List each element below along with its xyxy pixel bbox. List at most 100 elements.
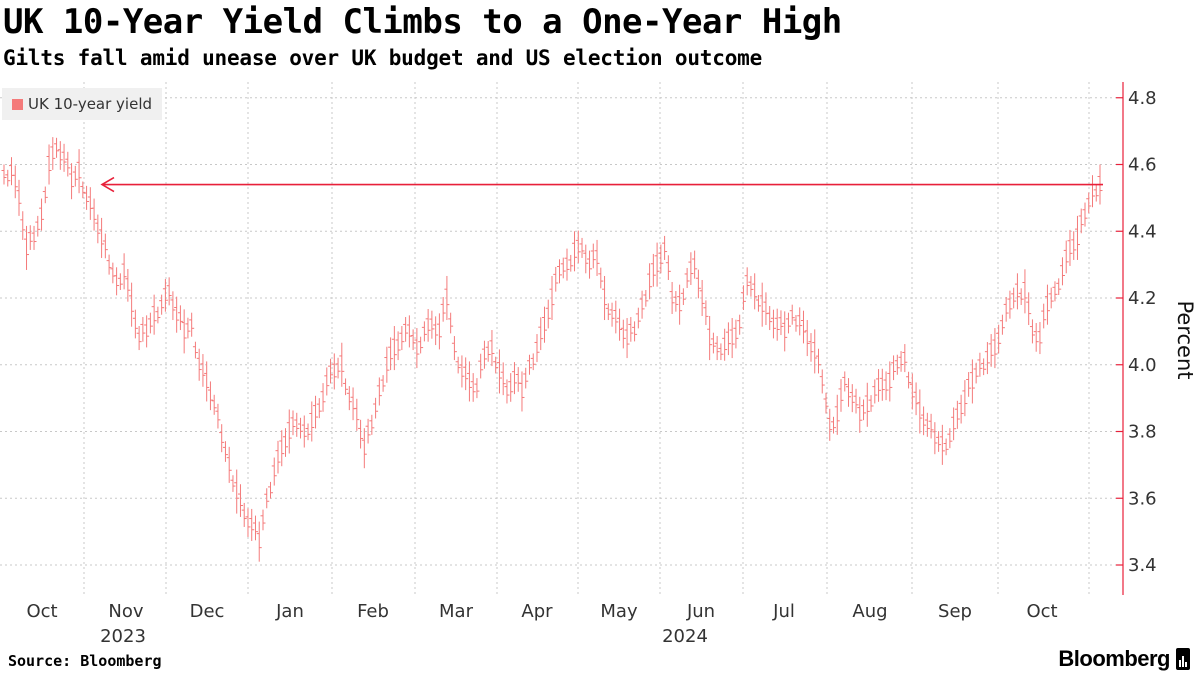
data-bar: [887, 361, 893, 402]
data-bar: [876, 369, 882, 402]
data-bar: [511, 362, 517, 395]
data-bar: [91, 198, 97, 231]
data-bar: [590, 243, 596, 269]
data-bar: [924, 412, 930, 437]
data-bar: [669, 281, 675, 315]
data-bar: [324, 367, 330, 396]
data-bar: [1044, 284, 1050, 325]
data-bar: [624, 318, 630, 359]
data-bar: [241, 502, 247, 527]
data-bar: [665, 255, 671, 280]
data-bar: [609, 302, 615, 327]
data-bar: [812, 329, 818, 374]
data-bar: [354, 398, 360, 431]
chart-title: UK 10-Year Yield Climbs to a One-Year Hi…: [3, 2, 842, 42]
data-bar: [639, 290, 645, 319]
data-bar: [463, 357, 469, 391]
legend-swatch: [12, 98, 23, 110]
data-bar: [827, 408, 833, 441]
data-bar: [545, 299, 551, 329]
data-bar: [1067, 229, 1073, 266]
data-bar: [256, 521, 262, 562]
data-bar: [662, 235, 668, 260]
data-bar: [755, 294, 761, 312]
x-tick-label: Dec: [190, 601, 225, 622]
data-bar: [489, 330, 495, 367]
data-bar: [436, 313, 442, 350]
data-bar: [414, 328, 420, 369]
data-bar: [31, 225, 37, 250]
data-bar: [264, 488, 270, 509]
data-bar: [647, 263, 653, 300]
data-bar: [159, 294, 165, 315]
data-bar: [793, 315, 799, 332]
data-bar: [237, 484, 243, 517]
data-bar: [992, 328, 998, 369]
data-bar: [144, 315, 150, 348]
data-bar: [1063, 240, 1069, 274]
data-bar: [267, 481, 273, 499]
y-tick-label: 4.4: [1128, 221, 1157, 242]
data-bar: [883, 371, 889, 401]
data-bar: [361, 428, 367, 469]
data-bar: [162, 278, 168, 312]
series-uk-10-year-yield: [1, 137, 1103, 562]
data-bar: [474, 378, 480, 399]
data-bar: [170, 291, 176, 321]
data-bar: [789, 304, 795, 325]
data-bar: [478, 353, 484, 379]
data-bar: [538, 317, 544, 351]
data-bar: [429, 310, 435, 339]
data-bar: [440, 296, 446, 322]
data-bar: [677, 284, 683, 325]
data-bar: [343, 378, 349, 396]
data-bar: [1048, 287, 1054, 309]
data-bar: [553, 266, 559, 292]
data-bar: [61, 143, 67, 172]
data-bar: [151, 294, 157, 335]
data-bar: [969, 359, 975, 404]
data-bar: [984, 342, 990, 375]
data-bar: [252, 515, 258, 541]
data-bar: [147, 312, 153, 334]
data-bar: [831, 416, 837, 434]
data-bar: [939, 424, 945, 465]
data-bar: [500, 362, 506, 396]
x-tick-label: Aug: [852, 601, 887, 622]
data-bar: [977, 352, 983, 377]
data-bar: [857, 396, 863, 433]
data-bar: [1078, 208, 1084, 234]
data-bar: [406, 315, 412, 348]
data-bar: [69, 163, 75, 200]
data-bar: [763, 292, 769, 326]
data-bar: [650, 253, 656, 287]
data-bar: [459, 355, 465, 388]
legend: UK 10-year yield: [2, 88, 163, 120]
data-bar: [260, 509, 266, 531]
data-bar: [838, 379, 844, 412]
data-bar: [200, 354, 206, 387]
data-bar: [275, 440, 281, 474]
legend-label: UK 10-year yield: [28, 95, 153, 113]
brand: Bloomberg: [1058, 646, 1190, 672]
data-bar: [688, 252, 694, 285]
data-bar: [872, 379, 878, 404]
y-tick-label: 3.6: [1128, 488, 1157, 509]
data-bar: [279, 430, 285, 467]
data-bar: [988, 334, 994, 367]
data-bar: [804, 320, 810, 357]
data-bar: [710, 332, 716, 354]
x-tick-label: May: [600, 601, 638, 622]
data-bar: [617, 308, 623, 341]
data-bar: [425, 309, 431, 342]
data-bar: [587, 250, 593, 279]
data-bar: [207, 381, 213, 411]
data-bar: [718, 343, 724, 361]
y-tick-label: 4.0: [1128, 355, 1157, 376]
x-tick-label: Apr: [521, 601, 553, 622]
data-bar: [132, 309, 138, 339]
data-bar: [117, 273, 123, 290]
x-tick-label: Mar: [439, 601, 474, 622]
data-bar: [185, 317, 191, 339]
